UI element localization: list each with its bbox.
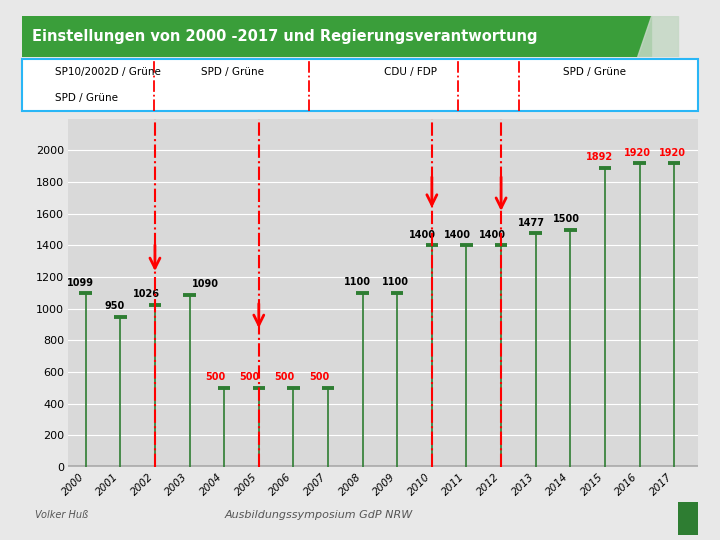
Text: 500: 500 (274, 373, 294, 382)
Text: CDU / FDP: CDU / FDP (384, 67, 437, 77)
Text: 1100: 1100 (343, 278, 371, 287)
Polygon shape (637, 16, 678, 57)
Text: 950: 950 (104, 301, 125, 311)
Text: SPD / Grüne: SPD / Grüne (563, 67, 626, 77)
Bar (678, 502, 698, 535)
Text: 1090: 1090 (192, 279, 220, 289)
Text: 1920: 1920 (624, 147, 651, 158)
Text: SPD / Grüne: SPD / Grüne (55, 93, 118, 103)
Text: SP10/2002D / Grüne: SP10/2002D / Grüne (55, 67, 161, 77)
Text: 1100: 1100 (382, 278, 409, 287)
Text: 1920: 1920 (659, 147, 685, 158)
Text: 1026: 1026 (132, 289, 159, 299)
Text: 1400: 1400 (410, 230, 436, 240)
Text: 500: 500 (240, 373, 260, 382)
Text: 500: 500 (309, 373, 329, 382)
Text: 1500: 1500 (553, 214, 580, 224)
Text: Einstellungen von 2000 -2017 und Regierungsverantwortung: Einstellungen von 2000 -2017 und Regieru… (32, 29, 537, 44)
Bar (68, 465, 698, 477)
Text: Volker Huß: Volker Huß (35, 510, 89, 520)
FancyBboxPatch shape (22, 16, 611, 57)
Text: 1099: 1099 (67, 278, 94, 288)
Polygon shape (603, 16, 651, 57)
Text: SPD / Grüne: SPD / Grüne (201, 67, 264, 77)
Text: 1400: 1400 (479, 230, 505, 240)
Text: 500: 500 (205, 373, 225, 382)
Text: 1477: 1477 (518, 218, 545, 228)
Text: Ausbildungssymposium GdP NRW: Ausbildungssymposium GdP NRW (225, 510, 413, 520)
Text: 1892: 1892 (586, 152, 613, 162)
Text: 1400: 1400 (444, 230, 471, 240)
